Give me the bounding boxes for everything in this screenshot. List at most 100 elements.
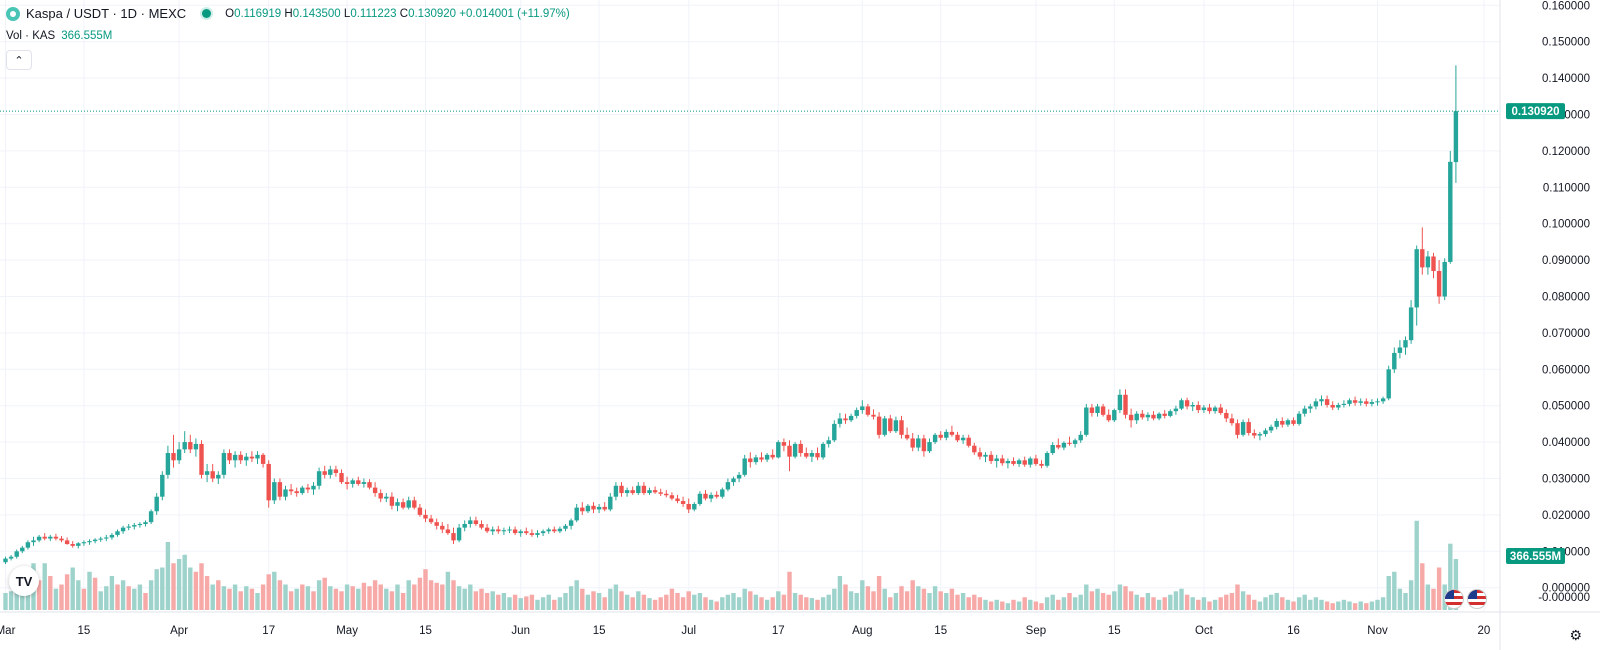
volume-bar	[1268, 594, 1274, 610]
candle-body	[736, 474, 742, 479]
candle-body	[434, 522, 439, 526]
candle-body	[949, 431, 955, 435]
volume-bar	[333, 588, 339, 610]
volume-bar	[675, 593, 680, 610]
kaspa-logo-icon	[6, 6, 20, 21]
volume-bar	[540, 597, 546, 610]
candle	[1134, 411, 1139, 424]
y-axis: 0.1600000.1500000.1400000.1300000.120000…	[1538, 0, 1590, 604]
volume-bar	[1364, 603, 1369, 610]
candle-body	[1347, 400, 1352, 404]
volume-bar	[585, 594, 591, 610]
candle-body	[708, 494, 714, 499]
candle-body	[406, 500, 411, 508]
candle-body	[1425, 256, 1431, 268]
candle-body	[1257, 434, 1263, 436]
candle	[339, 469, 344, 484]
candle	[1044, 451, 1050, 468]
candle	[938, 431, 943, 441]
candle-body	[25, 542, 31, 548]
volume-bar	[154, 569, 159, 610]
y-tick-label: 0.030000	[1542, 474, 1590, 486]
candle-body	[832, 423, 837, 441]
candle-body	[1061, 442, 1067, 448]
volume-bar	[703, 597, 708, 610]
candle	[1196, 401, 1201, 413]
candle-body	[686, 503, 691, 510]
volume-bar	[1207, 601, 1212, 610]
candle-body	[1397, 347, 1403, 353]
candle	[1084, 403, 1089, 437]
volume-bar	[1196, 599, 1201, 610]
candle	[1296, 411, 1302, 426]
volume-bar	[339, 591, 344, 610]
candle-body	[1156, 413, 1162, 419]
candle-body	[1268, 426, 1274, 431]
candle	[300, 485, 305, 495]
settings-gear-icon[interactable]: ⚙	[1569, 627, 1582, 643]
symbol-title[interactable]: Kaspa / USDT · 1D · MEXC	[26, 6, 187, 21]
candle-body	[972, 445, 977, 453]
candle-body	[742, 458, 747, 475]
volume-bar	[1319, 599, 1324, 610]
market-status-icon[interactable]	[202, 9, 212, 18]
candle-body	[322, 471, 327, 475]
volume-bar	[764, 599, 770, 610]
candle	[955, 431, 960, 443]
volume-bar	[893, 593, 899, 610]
candle-body	[423, 514, 428, 519]
us-flag-icon[interactable]	[1467, 589, 1487, 609]
volume-tag: 366.555M	[1506, 548, 1565, 564]
volume-bar	[602, 597, 607, 610]
candle-body	[1358, 401, 1363, 403]
candle-body	[580, 507, 585, 512]
candle	[1061, 441, 1067, 451]
close-value: 0.130920	[408, 7, 457, 20]
volume-bar	[423, 569, 428, 610]
candle	[59, 536, 64, 543]
volume-bar	[899, 586, 904, 610]
candle-body	[568, 520, 574, 526]
volume-bar	[983, 599, 988, 610]
candle-body	[753, 457, 759, 463]
candle	[540, 529, 546, 537]
volume-bar	[344, 584, 350, 610]
volume-bar	[753, 594, 759, 610]
candle-body	[87, 541, 92, 543]
last-price-tag-text: 0.130920	[1512, 106, 1560, 118]
candle	[860, 400, 865, 414]
candle-body	[417, 507, 423, 515]
volume-bar	[137, 584, 143, 610]
candle	[1352, 396, 1358, 406]
volume-bar	[512, 594, 518, 610]
candle	[932, 433, 938, 444]
candle-body	[535, 533, 540, 535]
collapse-legend-button[interactable]: ⌃	[6, 50, 32, 70]
volume-bar	[524, 596, 529, 610]
tradingview-logo-icon[interactable]: TV	[9, 566, 39, 596]
candle	[188, 434, 193, 454]
candle-body	[216, 474, 221, 479]
volume-bar	[272, 571, 277, 610]
candle-body	[98, 538, 103, 540]
volume-bar	[1084, 584, 1089, 610]
candle-body	[328, 469, 333, 475]
candle	[109, 533, 115, 540]
candle-body	[776, 442, 781, 458]
candle	[535, 530, 540, 538]
candle-body	[1207, 407, 1212, 412]
candle-body	[367, 482, 372, 488]
candle-body	[591, 505, 596, 510]
candle	[1056, 438, 1061, 450]
candle	[1000, 454, 1005, 466]
volume-bar	[238, 591, 243, 610]
us-flag-icon[interactable]	[1444, 589, 1464, 609]
low-value: 0.111223	[350, 7, 397, 20]
candle-body	[1436, 271, 1442, 297]
candle-body	[490, 529, 495, 532]
candle	[1341, 400, 1347, 408]
candle-body	[1168, 411, 1173, 416]
candle-body	[882, 418, 887, 435]
candle	[42, 533, 47, 541]
